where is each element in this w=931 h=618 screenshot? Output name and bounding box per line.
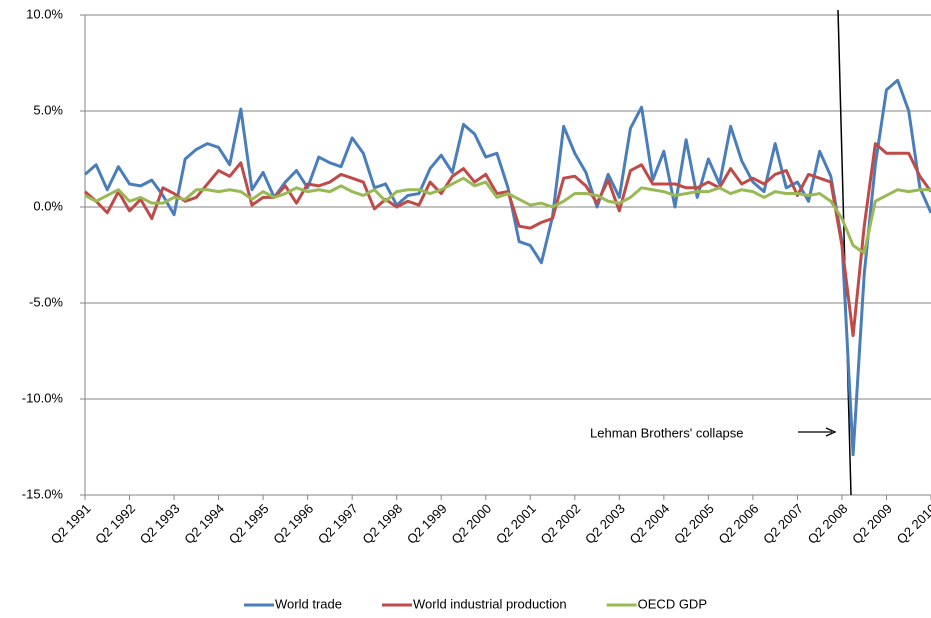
x-tick-label: Q2 2007 [760,501,806,547]
y-tick-label: 10.0% [26,6,63,21]
x-tick-label: Q2 2004 [627,501,673,547]
x-tick-label: Q2 2010 [894,501,931,547]
x-tick-label: Q2 1996 [270,501,316,547]
x-tick-label: Q2 1991 [48,501,94,547]
x-tick-label: Q2 1993 [137,501,183,547]
x-tick-label: Q2 2000 [448,501,494,547]
x-tick-label: Q2 1997 [315,501,361,547]
y-tick-label: 5.0% [33,102,63,117]
y-tick-label: -15.0% [22,486,64,501]
y-tick-label: -5.0% [29,294,63,309]
legend: World trade World industrial production OE… [244,596,707,611]
x-tick-label: Q2 2003 [582,501,628,547]
event-line [837,9,852,496]
x-tick-label: Q2 1995 [226,501,272,547]
legend-label: OECD GDP [638,596,707,611]
x-tick-label: Q2 1994 [181,501,227,547]
x-tick-label: Q2 2006 [716,501,762,547]
x-tick-label: Q2 1999 [404,501,450,547]
x-tick-label: Q2 2009 [849,501,895,547]
legend-label: World trade [275,596,342,611]
x-tick-label: Q2 2008 [805,501,851,547]
series-line [84,78,931,457]
series-line [84,176,931,255]
x-tick-label: Q2 2001 [493,501,539,547]
x-tick-label: Q2 1998 [359,501,405,547]
legend-label: World industrial production [413,596,567,611]
annotation: Lehman Brothers' collapse [590,425,744,440]
x-tick-label: Q2 2005 [671,501,717,547]
annotation-arrowhead [825,427,837,437]
series-line [84,142,931,338]
y-tick-label: 0.0% [33,198,63,213]
x-tick-label: Q2 1992 [92,501,138,547]
x-tick-label: Q2 2002 [537,501,583,547]
y-tick-label: -10.0% [22,390,64,405]
